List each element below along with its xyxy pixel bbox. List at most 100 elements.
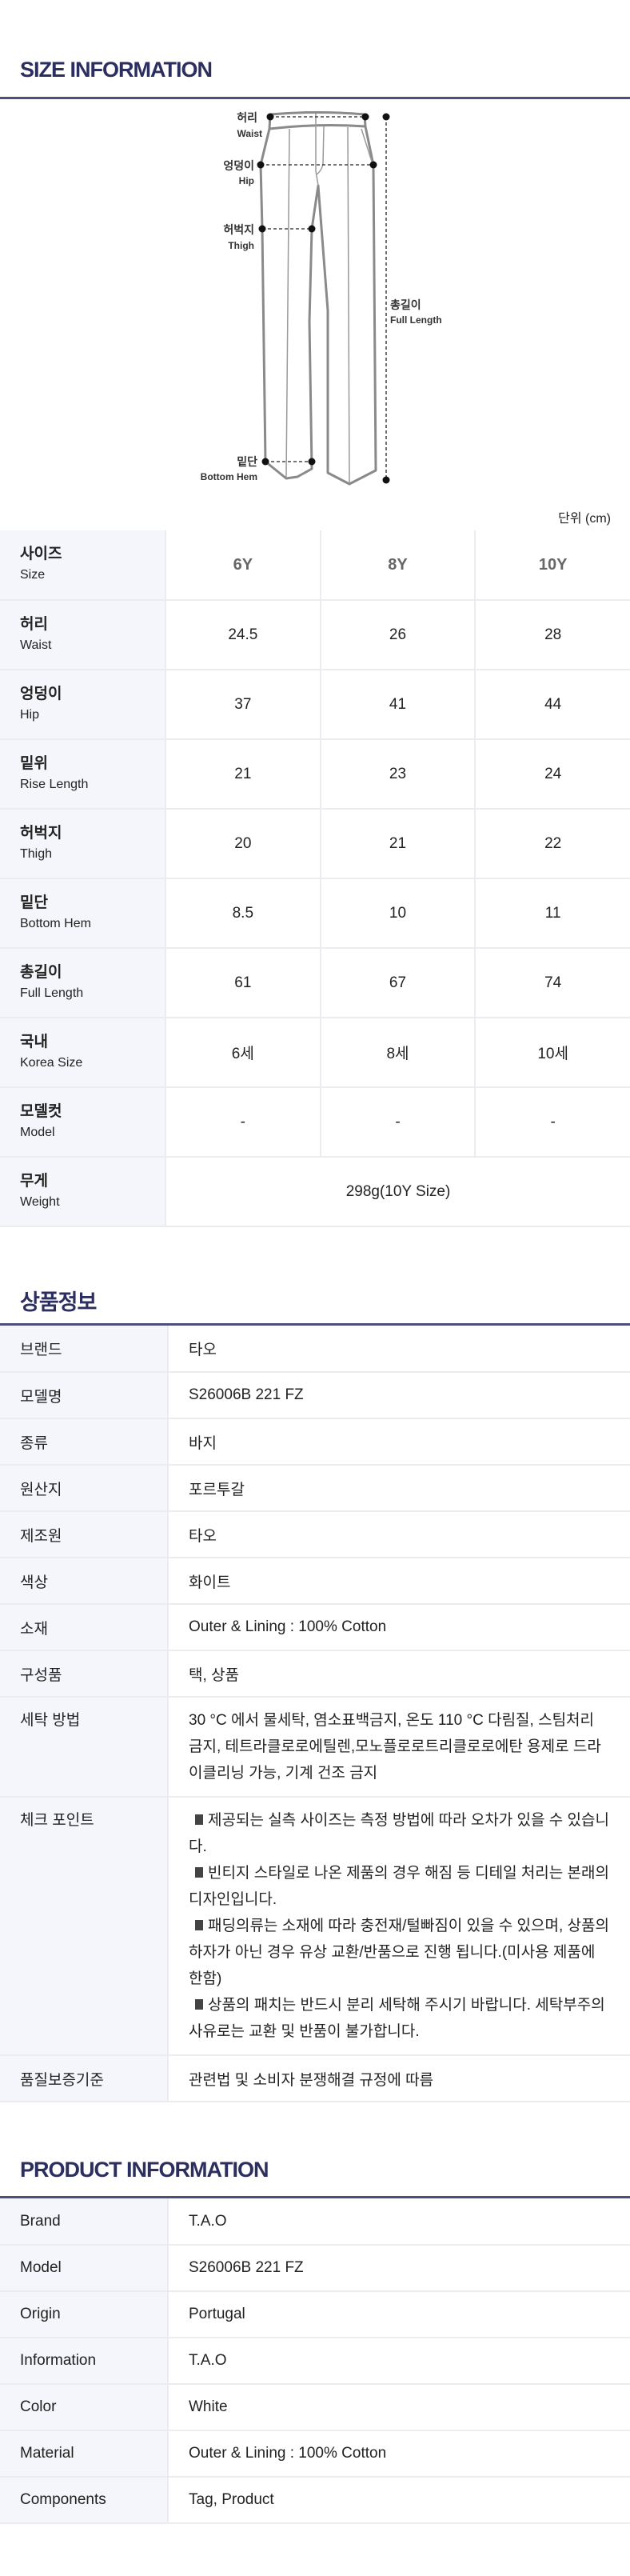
table-row: 구성품 택, 상품 [0, 1650, 630, 1698]
size-value: 26 [320, 600, 476, 670]
row-label-ko: 사이즈 [20, 546, 62, 562]
table-row: Model S26006B 221 FZ [0, 2245, 630, 2292]
left-crease [285, 128, 290, 478]
size-value: 24.5 [165, 600, 321, 670]
row-label-en: Bottom Hem [20, 916, 91, 930]
pants-diagram: 허리 Waist 엉덩이 Hip 허벅지 Thigh 밑단 Bottom Hem… [201, 111, 442, 486]
info-value: 포르투갈 [168, 1465, 630, 1512]
unit-label: 단위 (cm) [558, 512, 611, 526]
table-row: 엉덩이 Hip 37 41 44 [0, 670, 630, 740]
size-value: 8.5 [165, 878, 321, 949]
row-label-en: Korea Size [20, 1055, 83, 1070]
row-label-ko: 총길이 [20, 963, 62, 981]
info-value: Tag, Product [168, 2477, 630, 2524]
size-header: 10Y [475, 530, 630, 601]
row-label-ko: 무게 [20, 1172, 48, 1190]
table-row: 세탁 방법 30 °C 에서 물세탁, 염소표백금지, 온도 110 °C 다림질… [0, 1697, 630, 1798]
table-row: 체크 포인트 제공되는 실측 사이즈는 측정 방법에 따라 오차가 있을 수 있… [0, 1797, 630, 2056]
size-value: 6세 [165, 1018, 321, 1088]
table-row: 제조원 타오 [0, 1511, 630, 1558]
table-row: 소재 Outer & Lining : 100% Cotton [0, 1604, 630, 1651]
divider [0, 1323, 630, 1326]
quality-value: 관련법 및 소비자 분쟁해결 규정에 따름 [168, 2055, 630, 2102]
square-bullet-icon [195, 1814, 203, 1825]
thigh-label-en: Thigh [228, 240, 254, 251]
full-length-label-en: Full Length [390, 314, 442, 326]
table-row: 무게 Weight 298g(10Y Size) [0, 1157, 630, 1227]
row-label-en: Rise Length [20, 777, 89, 791]
size-table: 사이즈 Size 6Y 8Y 10Y 허리 Waist 24.5 26 28 엉덩이 Hip 3… [0, 530, 630, 1227]
checkpoint-item: 상품의 패치는 반드시 분리 세탁해 주시기 바랍니다. 세탁부주의 사유로는 … [189, 1992, 611, 2045]
quality-label: 품질보증기준 [0, 2055, 169, 2102]
table-row: Brand T.A.O [0, 2198, 630, 2246]
size-value: 24 [475, 739, 630, 810]
square-bullet-icon [195, 1867, 203, 1878]
table-row: Origin Portugal [0, 2291, 630, 2338]
table-row: 밑위 Rise Length 21 23 24 [0, 739, 630, 810]
row-label-en: Weight [20, 1194, 60, 1209]
size-value: - [320, 1087, 476, 1158]
row-label-ko: 밑위 [20, 754, 48, 772]
table-row: 모델컷 Model - - - [0, 1087, 630, 1158]
table-row: 색상 화이트 [0, 1558, 630, 1605]
row-label-en: Hip [20, 707, 40, 722]
table-row: 허벅지 Thigh 20 21 22 [0, 809, 630, 879]
info-value: White [168, 2384, 630, 2431]
info-label: Brand [0, 2198, 169, 2246]
weight-value: 298g(10Y Size) [165, 1157, 630, 1227]
info-value: Outer & Lining : 100% Cotton [168, 2430, 630, 2478]
divider [0, 2196, 630, 2198]
table-row: 국내 Korea Size 6세 8세 10세 [0, 1018, 630, 1088]
info-value: T.A.O [168, 2338, 630, 2385]
size-value: 61 [165, 948, 321, 1018]
info-label: Components [0, 2477, 169, 2524]
table-row: Information T.A.O [0, 2338, 630, 2385]
table-row: Color White [0, 2384, 630, 2431]
pocket-line [361, 128, 373, 165]
size-value: 22 [475, 809, 630, 879]
row-label-en: Full Length [20, 986, 84, 1000]
info-value: 타오 [168, 1326, 630, 1373]
table-row: 원산지 포르투갈 [0, 1465, 630, 1512]
table-row: Components Tag, Product [0, 2477, 630, 2524]
info-label: Origin [0, 2291, 169, 2338]
table-row: 사이즈 Size 6Y 8Y 10Y [0, 530, 630, 601]
checkpoint-item: 패딩의류는 소재에 따라 충전재/털빠짐이 있을 수 있으며, 상품의 하자가 … [189, 1913, 611, 1992]
checkpoint-text: 빈티지 스타일로 나온 제품의 경우 해짐 등 디테일 처리는 본래의 디자인입… [189, 1865, 609, 1908]
square-bullet-icon [195, 1999, 203, 2010]
row-label-en: Thigh [20, 846, 53, 861]
size-value: 37 [165, 670, 321, 740]
size-information-title: SIZE INFORMATION [20, 58, 213, 82]
row-label-ko: 모델컷 [20, 1102, 62, 1120]
info-value: T.A.O [168, 2198, 630, 2246]
row-label-en: Waist [20, 638, 52, 652]
info-value: 화이트 [168, 1558, 630, 1605]
size-header: 6Y [165, 530, 321, 601]
info-label: Material [0, 2430, 169, 2478]
row-label-ko: 국내 [20, 1033, 48, 1050]
hem-label-ko: 밑단 [237, 455, 257, 468]
hip-label-ko: 엉덩이 [223, 159, 254, 172]
info-label: 종류 [0, 1418, 169, 1466]
info-value: 타오 [168, 1511, 630, 1558]
info-value: 택, 상품 [168, 1650, 630, 1698]
checkpoint-text: 상품의 패치는 반드시 분리 세탁해 주시기 바랍니다. 세탁부주의 사유로는 … [189, 1997, 605, 2040]
pants-outline [259, 111, 377, 486]
size-value: 41 [320, 670, 476, 740]
divider [0, 97, 630, 99]
table-row: 총길이 Full Length 61 67 74 [0, 948, 630, 1018]
row-label-ko: 허벅지 [20, 824, 62, 842]
full-length-label-ko: 총길이 [390, 298, 421, 311]
info-label: 소재 [0, 1604, 169, 1651]
info-value: 30 °C 에서 물세탁, 염소표백금지, 온도 110 °C 다림질, 스팀처… [168, 1697, 630, 1798]
checkpoint-text: 패딩의류는 소재에 따라 충전재/털빠짐이 있을 수 있으며, 상품의 하자가 … [189, 1918, 609, 1987]
table-row: 품질보증기준 관련법 및 소비자 분쟁해결 규정에 따름 [0, 2055, 630, 2102]
info-label: 원산지 [0, 1465, 169, 1512]
right-crease [347, 126, 350, 483]
product-info-ko-table: 브랜드 타오 모델명 S26006B 221 FZ 종류 바지 원산지 포르투갈 제조원 타오 색상… [0, 1326, 630, 2102]
size-value: - [165, 1087, 321, 1158]
waist-label-ko: 허리 [237, 111, 257, 124]
size-value: 11 [475, 878, 630, 949]
info-label: 구성품 [0, 1650, 169, 1698]
size-value: 10 [320, 878, 476, 949]
